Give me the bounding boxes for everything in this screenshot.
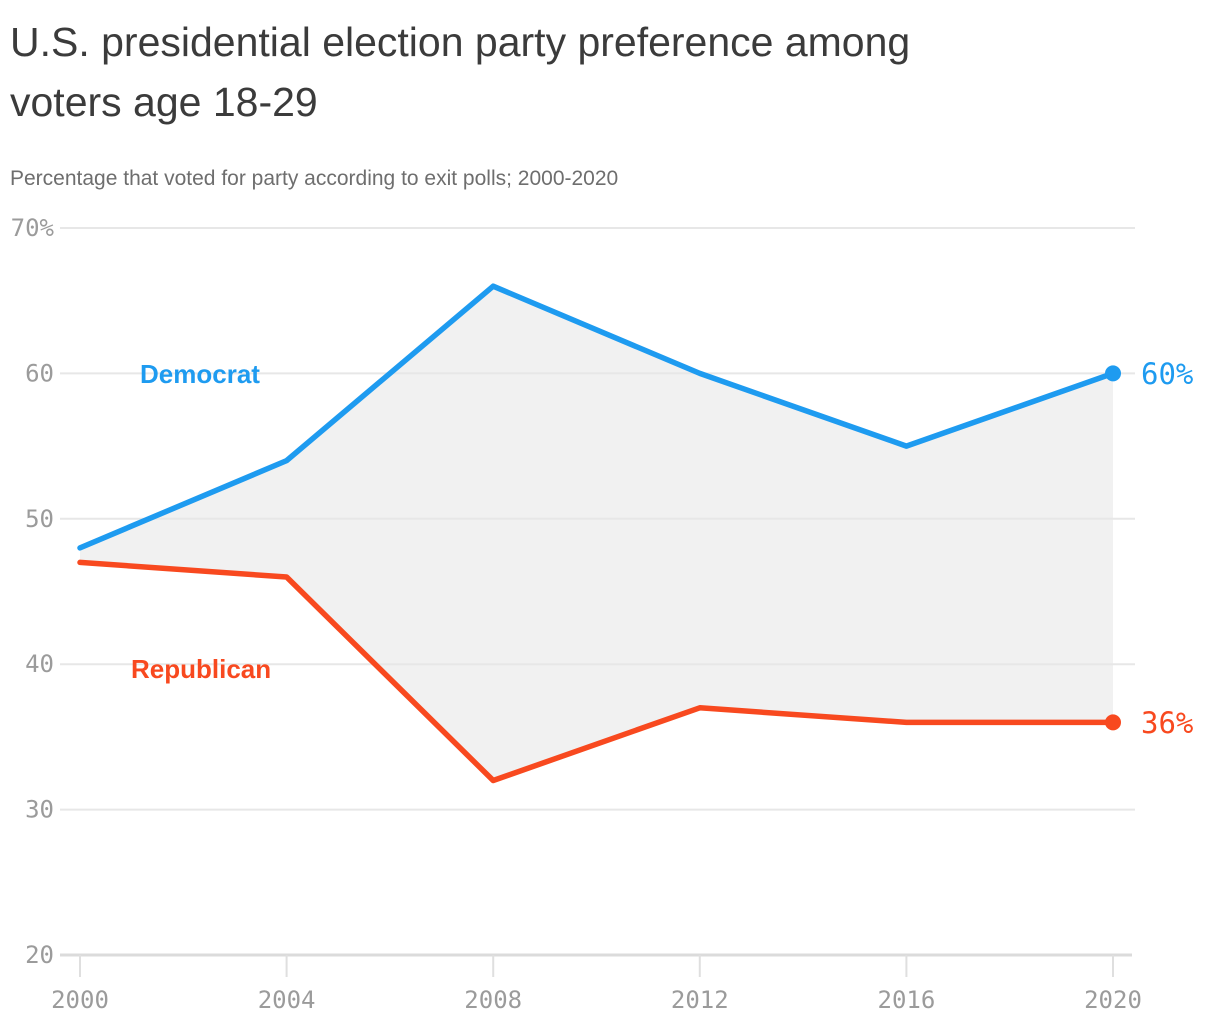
fill-between-area-group	[80, 286, 1113, 781]
democrat-end-value-label: 60%	[1141, 357, 1193, 391]
republican-series-label: Republican	[131, 654, 271, 684]
republican-end-value-label: 36%	[1141, 706, 1193, 740]
x-tick-label-2016: 2016	[878, 986, 936, 1014]
democrat-series-label: Democrat	[140, 359, 260, 389]
x-tick-label-2020: 2020	[1084, 986, 1142, 1014]
fill-between-area	[80, 286, 1113, 781]
x-tick-label-2008: 2008	[464, 986, 522, 1014]
y-tick-label-50: 50	[25, 505, 54, 533]
x-tick-label-2004: 2004	[258, 986, 316, 1014]
democrat-endpoint-dot	[1105, 365, 1121, 382]
x-tick-label-2000: 2000	[51, 986, 109, 1014]
endpoint-dots-group	[1105, 365, 1121, 731]
chart-title-line-2: voters age 18-29	[10, 79, 318, 125]
y-tick-label-60: 60	[25, 359, 54, 387]
chart-subtitle: Percentage that voted for party accordin…	[10, 167, 619, 190]
y-tick-label-20: 20	[25, 941, 54, 969]
axis-labels-group: 70% 60 50 40 30 20 2000 2004 2008 2012 2016 2020	[11, 214, 1142, 1014]
x-tick-label-2012: 2012	[671, 986, 729, 1014]
republican-endpoint-dot	[1105, 714, 1121, 731]
y-tick-label-30: 30	[25, 796, 54, 824]
republican-line	[77, 559, 1116, 784]
chart-canvas: 70% 60 50 40 30 20 2000 2004 2008 2012 2016 2020 De…	[11, 214, 1194, 1014]
y-tick-label-70: 70%	[11, 214, 55, 242]
series-lines-group	[77, 283, 1116, 784]
chart-title-line-1: U.S. presidential election party prefere…	[10, 19, 911, 65]
axis-ticks-group	[79, 955, 1114, 977]
gridlines-group	[60, 227, 1135, 957]
democrat-line	[77, 283, 1116, 551]
y-tick-label-40: 40	[25, 650, 54, 678]
chart-title: U.S. presidential election party prefere…	[10, 12, 910, 132]
